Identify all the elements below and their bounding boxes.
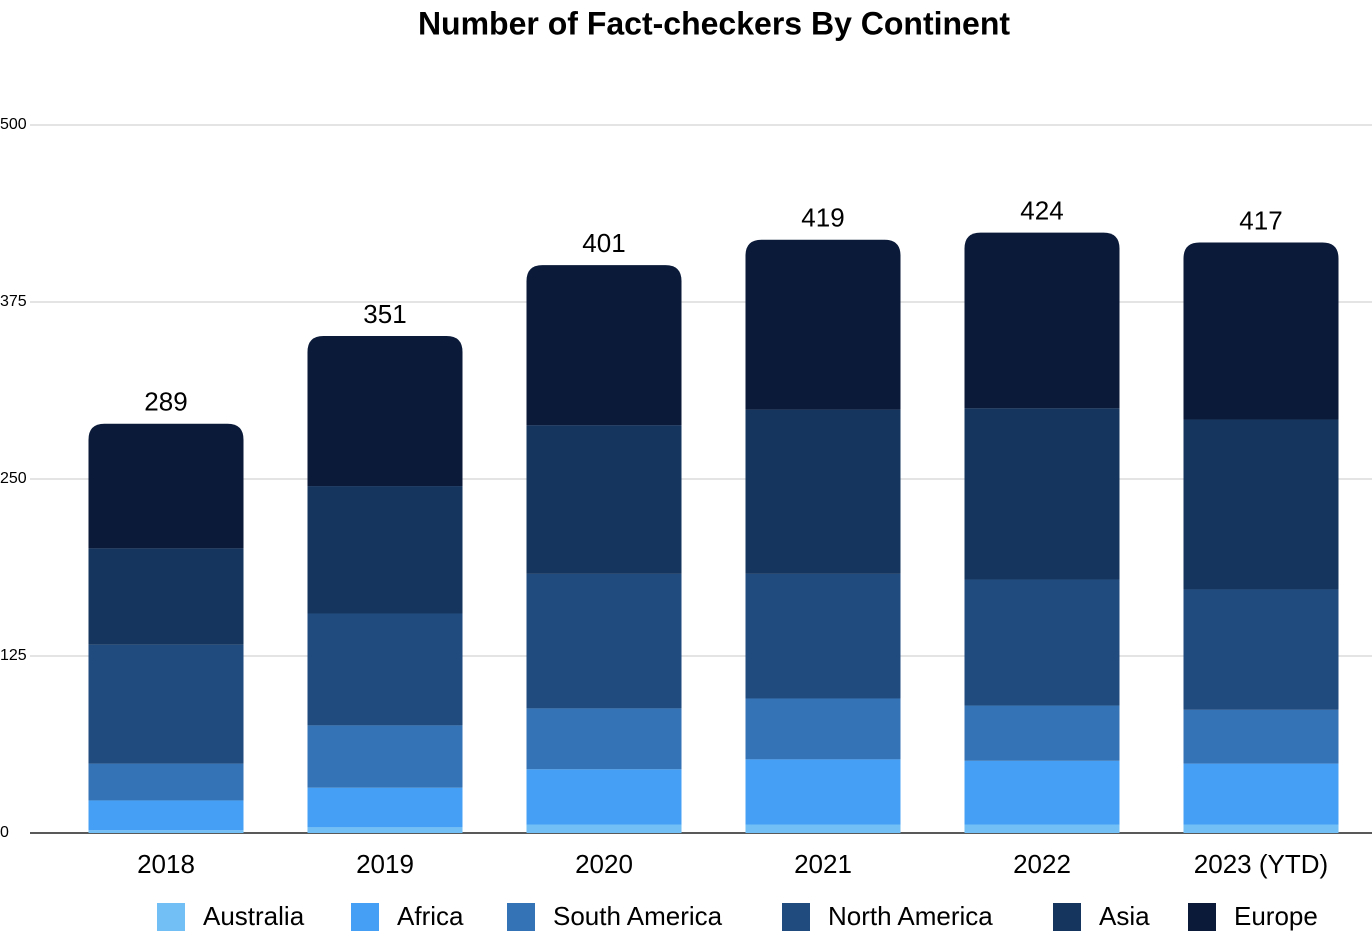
total-label: 401 xyxy=(582,228,625,258)
y-tick-label: 500 xyxy=(0,116,27,133)
x-tick-label: 2019 xyxy=(356,849,414,879)
bar-segment xyxy=(964,705,1120,761)
bar-segment xyxy=(745,698,901,760)
bar-segment xyxy=(1183,242,1339,420)
legend-swatch xyxy=(507,903,535,931)
bar-segment xyxy=(307,787,463,828)
bar-segment xyxy=(964,579,1120,706)
legend-swatch xyxy=(157,903,185,931)
bar-segment xyxy=(1183,419,1339,590)
y-tick-label: 125 xyxy=(0,647,27,664)
legend-label: Europe xyxy=(1234,901,1318,931)
bar-segment xyxy=(88,423,244,549)
bar-segment xyxy=(526,425,682,574)
bar-segment xyxy=(307,613,463,726)
bar-segment xyxy=(526,265,682,426)
bar-segment xyxy=(526,769,682,825)
total-label: 424 xyxy=(1020,195,1063,225)
bar-segment xyxy=(964,760,1120,825)
bar-segment xyxy=(745,759,901,825)
bar-segment xyxy=(1183,589,1339,710)
bar-segment xyxy=(745,409,901,574)
legend-swatch xyxy=(1053,903,1081,931)
bar-segment xyxy=(526,708,682,770)
bar-segment xyxy=(964,232,1120,409)
bar-segment xyxy=(745,573,901,699)
bar-segment xyxy=(307,725,463,788)
bar-segment xyxy=(307,827,463,833)
bar-segment xyxy=(307,486,463,614)
bar-segment xyxy=(964,824,1120,833)
legend-swatch xyxy=(782,903,810,931)
legend-swatch xyxy=(1188,903,1216,931)
y-tick-label: 375 xyxy=(0,293,27,310)
bar-segment xyxy=(745,239,901,410)
bar-segment xyxy=(1183,709,1339,764)
bar-segment xyxy=(526,824,682,833)
bar-segment xyxy=(964,408,1120,580)
legend-label: Asia xyxy=(1099,901,1150,931)
x-tick-label: 2021 xyxy=(794,849,852,879)
bar-segment xyxy=(88,548,244,645)
chart-title: Number of Fact-checkers By Continent xyxy=(418,5,1010,41)
x-tick-label: 2022 xyxy=(1013,849,1071,879)
bar-segment xyxy=(88,830,244,833)
bar-segment xyxy=(745,824,901,833)
legend-label: Africa xyxy=(397,901,464,931)
bar-segment xyxy=(526,573,682,709)
bar-segment xyxy=(307,335,463,487)
bar-segment xyxy=(88,800,244,831)
x-tick-label: 2020 xyxy=(575,849,633,879)
legend-label: South America xyxy=(553,901,723,931)
legend-swatch xyxy=(351,903,379,931)
total-label: 351 xyxy=(363,299,406,329)
bar-segment xyxy=(88,763,244,801)
y-tick-label: 0 xyxy=(0,824,9,841)
legend-label: North America xyxy=(828,901,993,931)
x-tick-label: 2023 (YTD) xyxy=(1194,849,1328,879)
y-tick-label: 250 xyxy=(0,470,27,487)
bar-segment xyxy=(88,644,244,764)
total-label: 289 xyxy=(144,387,187,417)
bar-segment xyxy=(1183,763,1339,825)
x-tick-label: 2018 xyxy=(137,849,195,879)
total-label: 417 xyxy=(1239,205,1282,235)
legend-label: Australia xyxy=(203,901,305,931)
bar-segment xyxy=(1183,824,1339,833)
total-label: 419 xyxy=(801,203,844,233)
